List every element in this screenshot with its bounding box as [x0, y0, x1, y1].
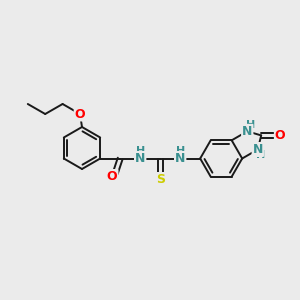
Text: S: S — [156, 173, 165, 186]
Text: N: N — [175, 152, 185, 165]
Text: H: H — [256, 151, 266, 160]
Text: H: H — [246, 120, 255, 130]
Text: H: H — [136, 146, 145, 157]
Text: N: N — [242, 125, 253, 138]
Text: H: H — [176, 146, 185, 157]
Text: O: O — [275, 129, 286, 142]
Text: O: O — [75, 107, 85, 121]
Text: N: N — [253, 143, 263, 156]
Text: O: O — [107, 170, 118, 183]
Text: N: N — [135, 152, 146, 165]
